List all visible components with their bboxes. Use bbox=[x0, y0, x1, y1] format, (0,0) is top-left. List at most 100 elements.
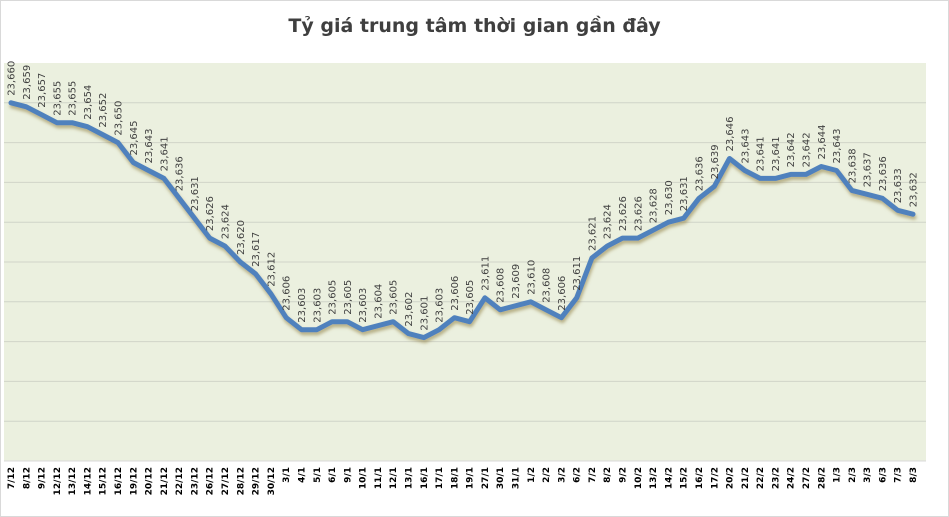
data-label: 23,646 bbox=[725, 117, 736, 152]
data-label: 23,633 bbox=[893, 168, 904, 203]
data-label: 23,605 bbox=[328, 280, 339, 315]
data-label: 23,637 bbox=[863, 152, 874, 187]
data-label: 23,624 bbox=[221, 204, 232, 239]
x-tick-label: 14/2 bbox=[664, 467, 674, 489]
x-tick-label: 3/3 bbox=[863, 467, 873, 483]
data-label: 23,608 bbox=[496, 268, 507, 303]
data-label: 23,628 bbox=[649, 188, 660, 223]
x-tick-label: 4/1 bbox=[298, 467, 308, 483]
x-tick-label: 3/1 bbox=[282, 467, 292, 483]
data-label: 23,632 bbox=[909, 172, 920, 207]
x-tick-label: 26/12 bbox=[206, 467, 216, 495]
data-label: 23,636 bbox=[695, 156, 706, 191]
data-label: 23,631 bbox=[679, 176, 690, 211]
data-label: 23,626 bbox=[618, 196, 629, 231]
x-tick-label: 20/12 bbox=[145, 467, 155, 495]
data-label: 23,657 bbox=[37, 73, 48, 108]
x-tick-label: 8/2 bbox=[603, 467, 613, 483]
x-tick-label: 3/2 bbox=[557, 467, 567, 483]
x-tick-label: 9/1 bbox=[343, 467, 353, 483]
data-label: 23,643 bbox=[740, 129, 751, 164]
data-label: 23,606 bbox=[557, 276, 568, 311]
data-label: 23,605 bbox=[389, 280, 400, 315]
x-tick-label: 1/2 bbox=[527, 467, 537, 483]
data-label: 23,660 bbox=[7, 61, 18, 96]
data-label: 23,603 bbox=[435, 288, 446, 323]
x-tick-label: 8/12 bbox=[22, 467, 32, 489]
x-tick-label: 12/1 bbox=[389, 467, 399, 489]
data-label: 23,638 bbox=[847, 148, 858, 183]
data-label: 23,605 bbox=[343, 280, 354, 315]
x-tick-label: 16/2 bbox=[695, 467, 705, 489]
x-tick-label: 17/1 bbox=[435, 467, 445, 489]
data-label: 23,609 bbox=[511, 264, 522, 299]
x-tick-label: 19/1 bbox=[466, 467, 476, 489]
data-label: 23,655 bbox=[68, 81, 79, 116]
data-label: 23,604 bbox=[373, 284, 384, 319]
x-tick-label: 6/1 bbox=[328, 467, 338, 483]
data-label: 23,606 bbox=[450, 276, 461, 311]
x-tick-label: 19/12 bbox=[129, 467, 139, 495]
data-label: 23,639 bbox=[710, 144, 721, 179]
data-label: 23,620 bbox=[236, 220, 247, 255]
data-label: 23,636 bbox=[878, 156, 889, 191]
x-tick-label: 12/12 bbox=[53, 467, 63, 495]
x-tick-label: 20/2 bbox=[726, 467, 736, 489]
x-tick-label: 21/2 bbox=[741, 467, 751, 489]
data-label: 23,650 bbox=[114, 101, 125, 136]
data-label: 23,626 bbox=[205, 196, 216, 231]
x-tick-label: 9/2 bbox=[619, 467, 629, 483]
series-line bbox=[8, 100, 916, 341]
x-tick-label: 7/2 bbox=[588, 467, 598, 483]
x-tick-label: 24/2 bbox=[787, 467, 797, 489]
data-label: 23,641 bbox=[771, 136, 782, 171]
data-label: 23,603 bbox=[358, 288, 369, 323]
data-label: 23,621 bbox=[587, 216, 598, 251]
x-tick-label: 15/2 bbox=[680, 467, 690, 489]
data-label: 23,603 bbox=[312, 288, 323, 323]
x-tick-label: 5/1 bbox=[313, 467, 323, 483]
data-label: 23,601 bbox=[419, 296, 430, 331]
chart-title: Tỷ giá trung tâm thời gian gần đây bbox=[288, 15, 661, 37]
data-label: 23,655 bbox=[52, 81, 63, 116]
data-labels: 23,660 23,659 23,657 23,655 23,655 23,654 23,6… bbox=[7, 61, 920, 331]
data-label: 23,606 bbox=[282, 276, 293, 311]
x-tick-label: 27/2 bbox=[802, 467, 812, 489]
x-tick-label: 16/1 bbox=[420, 467, 430, 489]
x-tick-label: 21/12 bbox=[160, 467, 170, 495]
x-tick-label: 31/1 bbox=[512, 467, 522, 489]
data-label: 23,612 bbox=[266, 252, 277, 287]
x-tick-label: 8/3 bbox=[909, 467, 919, 483]
x-tick-label: 22/2 bbox=[756, 467, 766, 489]
x-tick-label: 27/12 bbox=[221, 467, 231, 495]
x-tick-label: 30/1 bbox=[496, 467, 506, 489]
x-tick-label: 13/1 bbox=[405, 467, 415, 489]
data-label: 23,605 bbox=[465, 280, 476, 315]
data-label: 23,610 bbox=[526, 260, 537, 295]
x-tick-label: 10/2 bbox=[634, 467, 644, 489]
data-label: 23,602 bbox=[404, 292, 415, 327]
data-label: 23,659 bbox=[22, 65, 33, 100]
data-label: 23,631 bbox=[190, 176, 201, 211]
gridlines bbox=[4, 102, 926, 462]
x-tick-label: 9/12 bbox=[38, 467, 48, 489]
data-label: 23,641 bbox=[756, 136, 767, 171]
x-tick-label: 6/3 bbox=[878, 467, 888, 483]
data-label: 23,644 bbox=[817, 125, 828, 160]
data-label: 23,630 bbox=[664, 180, 675, 215]
x-tick-label: 28/12 bbox=[236, 467, 246, 495]
data-label: 23,624 bbox=[603, 204, 614, 239]
data-label: 23,636 bbox=[175, 156, 186, 191]
data-label: 23,645 bbox=[129, 121, 140, 156]
data-label: 23,611 bbox=[572, 256, 583, 291]
x-tick-label: 15/12 bbox=[99, 467, 109, 495]
x-tick-label: 13/12 bbox=[68, 467, 78, 495]
x-tick-label: 7/12 bbox=[7, 467, 17, 489]
data-label: 23,642 bbox=[802, 132, 813, 167]
x-tick-label: 17/2 bbox=[710, 467, 720, 489]
x-tick-label: 7/3 bbox=[894, 467, 904, 483]
x-tick-label: 14/12 bbox=[83, 467, 93, 495]
x-tick-label: 2/3 bbox=[848, 467, 858, 483]
